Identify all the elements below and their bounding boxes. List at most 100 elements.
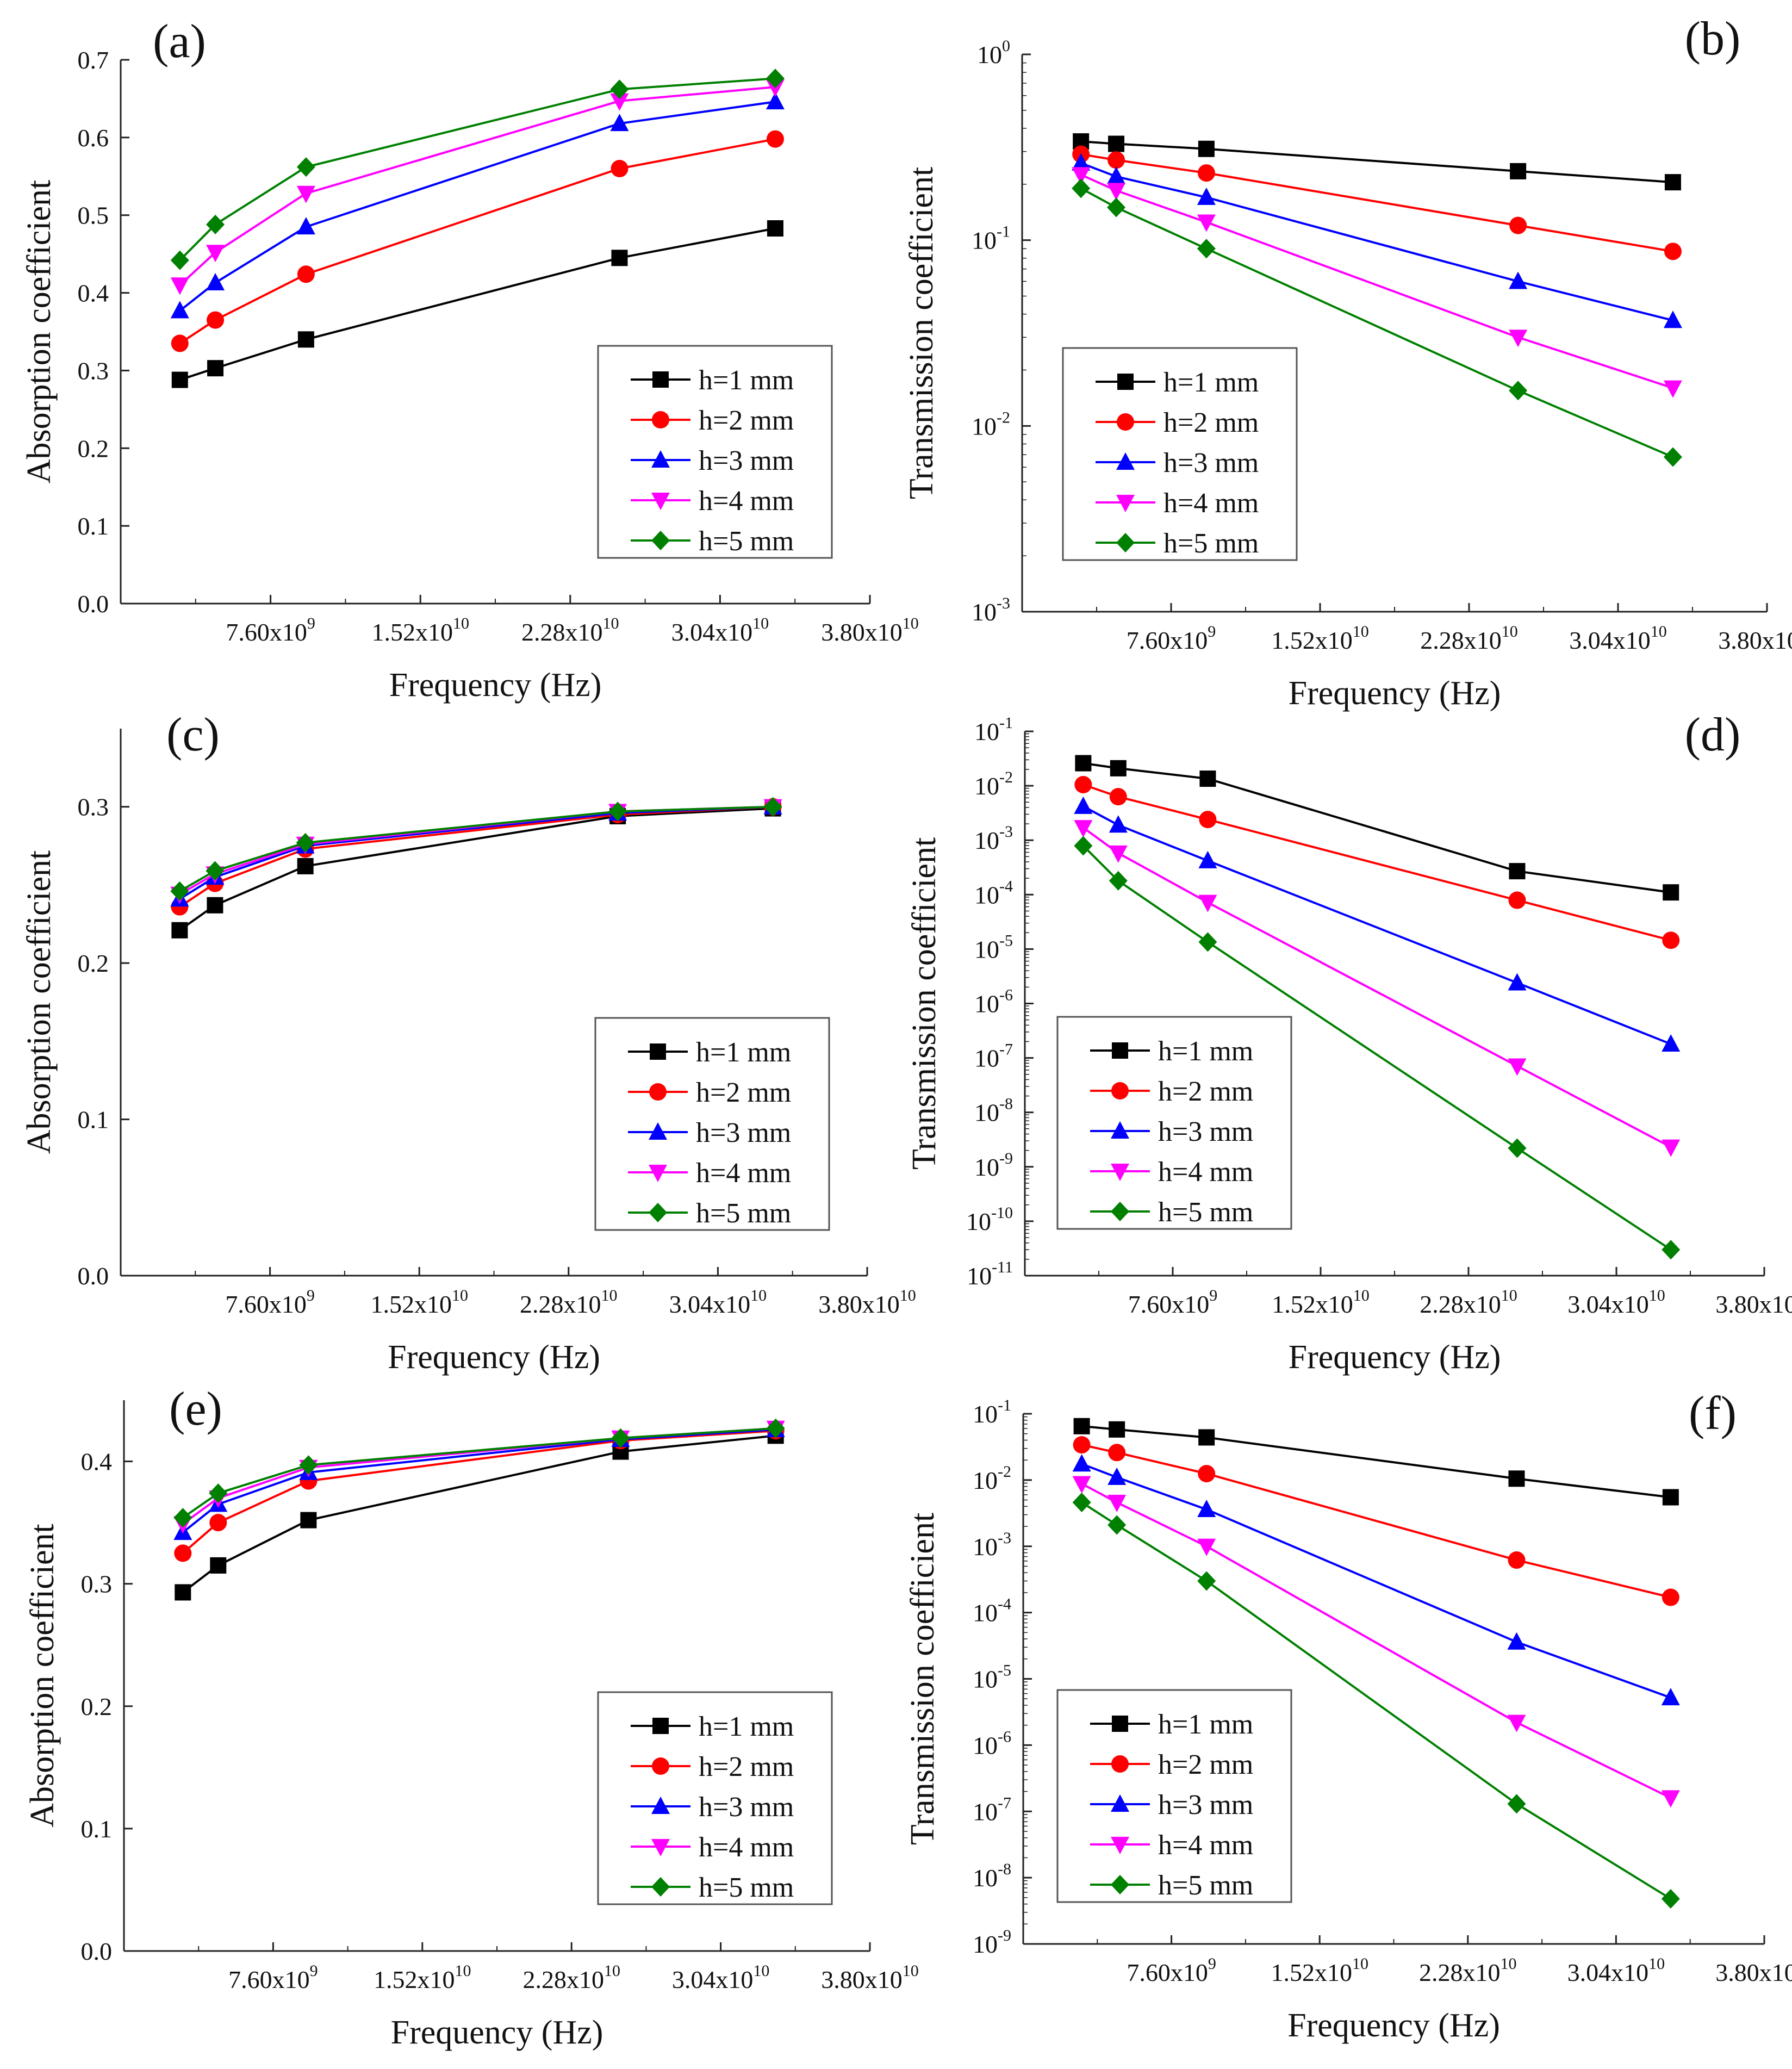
- y-tick-label-exp: -6: [999, 986, 1013, 1004]
- data-point: [1663, 884, 1679, 901]
- data-point: [767, 220, 783, 237]
- legend-entry: h=3 mm: [699, 1792, 794, 1823]
- y-axis-title: Transmission coefficient: [906, 837, 943, 1170]
- data-point: [1664, 174, 1681, 191]
- legend-entry: h=3 mm: [1163, 448, 1259, 479]
- legend-entry: h=3 mm: [699, 445, 794, 476]
- x-tick-label: 1.52x1010: [370, 1287, 468, 1318]
- data-point: [297, 265, 315, 283]
- data-point: [1663, 310, 1682, 328]
- legend-entry: h=5 mm: [696, 1198, 791, 1229]
- data-point: [1197, 164, 1215, 182]
- data-point: [1663, 380, 1682, 398]
- y-tick-label-base: 10: [972, 412, 997, 440]
- data-point: [173, 1508, 192, 1528]
- y-tick-label-base: 10: [974, 718, 999, 745]
- y-tick-label-exp: -6: [998, 1728, 1011, 1745]
- chart-panel-e: 7.60x109 1.52x1010 2.28x1010 3.04x1010 3.80x…: [24, 1383, 919, 2051]
- data-point: [1108, 135, 1125, 152]
- x-tick-label-exp: 10: [1353, 623, 1369, 641]
- y-tick-label-base: 10: [973, 1930, 998, 1958]
- series-5: [170, 797, 782, 901]
- series-2: [171, 130, 784, 352]
- data-point: [1107, 1467, 1127, 1485]
- data-point: [1072, 167, 1091, 185]
- legend-box: [594, 1017, 830, 1231]
- y-tick-label-exp: -11: [992, 1258, 1013, 1276]
- legend-box: [597, 345, 833, 559]
- x-tick-label-exp: 10: [601, 1287, 618, 1304]
- legend-marker: [1111, 1794, 1129, 1812]
- y-tick-label: 0.2: [78, 434, 109, 462]
- legend-entry: h=4 mm: [1158, 1157, 1253, 1188]
- legend-marker: [649, 1203, 667, 1222]
- data-point: [1507, 1794, 1526, 1814]
- x-tick-label-base: 3.04x10: [669, 1290, 751, 1318]
- data-point: [299, 1455, 318, 1475]
- data-point: [1664, 243, 1682, 260]
- y-tick-label: 10-4: [973, 1595, 1011, 1627]
- data-point: [1072, 153, 1091, 171]
- data-point: [1197, 239, 1216, 259]
- y-tick-label-exp: -3: [997, 594, 1010, 612]
- y-tick-label: 0.3: [78, 793, 109, 821]
- y-tick-label-exp: -1: [997, 223, 1010, 241]
- legend-marker: [1111, 1121, 1129, 1139]
- x-tick-label-base: 3.80x10: [1718, 626, 1792, 654]
- legend-marker: [1111, 1755, 1129, 1773]
- y-tick-label: 10-10: [966, 1204, 1013, 1235]
- data-point: [1110, 760, 1127, 776]
- y-tick-label-base: 10: [974, 1099, 999, 1127]
- x-tick-label: 3.04x1010: [1569, 623, 1667, 654]
- series-3: [1072, 1454, 1680, 1706]
- x-tick-label-base: 2.28x10: [522, 1966, 604, 1993]
- data-point: [1198, 1429, 1215, 1446]
- data-point: [1199, 771, 1216, 787]
- y-tick-label: 10-2: [973, 1463, 1011, 1494]
- y-tick-label: 10-3: [972, 594, 1010, 626]
- y-tick-label: 10-11: [967, 1258, 1013, 1290]
- y-tick-label-exp: -10: [991, 1204, 1013, 1222]
- data-point: [175, 1584, 191, 1601]
- y-tick-label-base: 10: [974, 1153, 999, 1181]
- legend-entry: h=1 mm: [1163, 367, 1259, 398]
- x-tick-label: 3.04x1010: [671, 614, 769, 646]
- y-tick-label-base: 10: [967, 1262, 992, 1290]
- series-2: [1073, 1436, 1679, 1606]
- data-point: [170, 881, 189, 901]
- series-line: [1081, 1425, 1671, 1499]
- x-tick-label: 1.52x1010: [374, 1962, 471, 1993]
- y-axis-title: Absorption coefficient: [21, 850, 58, 1154]
- data-point: [170, 277, 189, 295]
- legend-box: [1056, 1689, 1292, 1903]
- legend: h=1 mm h=2 mm h=3 mm h=4 mm h=5 mm: [594, 1017, 830, 1231]
- y-tick-label: 10-2: [972, 408, 1010, 440]
- y-tick-label-base: 10: [974, 881, 999, 909]
- panel-label: (c): [166, 709, 220, 761]
- legend-marker: [1111, 1164, 1129, 1181]
- data-point: [1107, 151, 1125, 169]
- data-point: [209, 1514, 227, 1532]
- x-tick-label-exp: 10: [455, 1962, 471, 1980]
- y-tick-label-base: 10: [973, 1731, 998, 1759]
- series-4: [170, 799, 782, 904]
- x-tick-label-exp: 10: [753, 1962, 769, 1980]
- data-point: [207, 311, 225, 329]
- x-tick-label-base: 3.80x10: [818, 1290, 900, 1318]
- y-tick-label-base: 10: [977, 41, 1002, 69]
- legend-marker: [649, 1122, 667, 1140]
- y-tick-label: 0.1: [81, 1815, 113, 1843]
- y-tick-label-base: 10: [974, 827, 999, 854]
- y-tick-label: 0.6: [78, 124, 109, 152]
- x-tick-label-exp: 9: [1208, 623, 1216, 641]
- legend-marker: [652, 411, 669, 428]
- legend-entry: h=1 mm: [1158, 1036, 1253, 1067]
- x-tick-label-exp: 10: [1353, 1287, 1370, 1304]
- legend-marker: [651, 1877, 670, 1897]
- data-point: [1662, 1034, 1681, 1052]
- data-point: [1507, 1632, 1526, 1650]
- series-line: [1081, 140, 1673, 184]
- panel-label: (a): [153, 15, 206, 68]
- x-tick-label: 2.28x1010: [521, 614, 619, 646]
